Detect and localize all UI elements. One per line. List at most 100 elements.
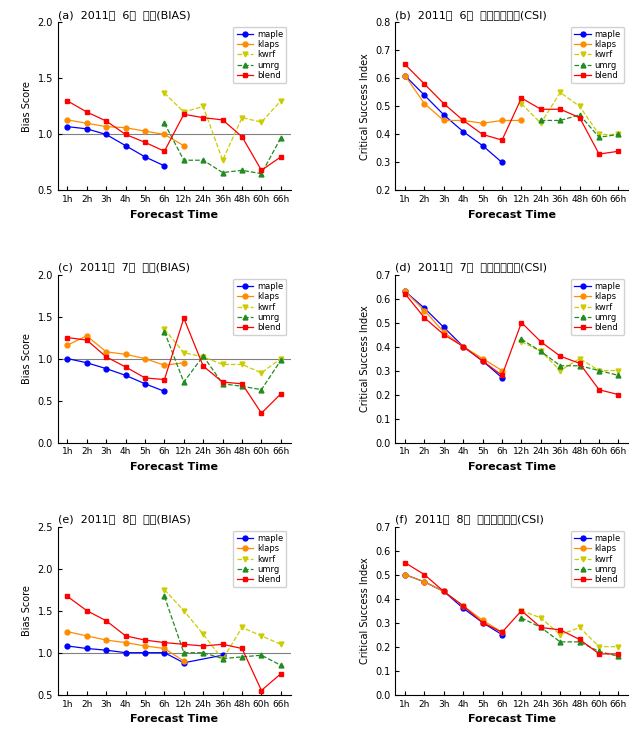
blend bbox=[537, 338, 545, 347]
Line: umrg: umrg bbox=[162, 594, 283, 668]
blend bbox=[615, 390, 622, 399]
umrg bbox=[595, 366, 603, 375]
blend bbox=[440, 99, 447, 108]
Line: kwrf: kwrf bbox=[519, 608, 621, 649]
blend bbox=[498, 136, 506, 145]
maple bbox=[122, 141, 129, 150]
X-axis label: Forecast Time: Forecast Time bbox=[468, 714, 556, 724]
blend bbox=[615, 649, 622, 658]
umrg bbox=[277, 661, 285, 670]
kwrf bbox=[595, 366, 603, 375]
klaps bbox=[180, 141, 188, 150]
klaps bbox=[401, 287, 409, 296]
blend bbox=[277, 152, 285, 161]
maple bbox=[460, 342, 467, 351]
kwrf bbox=[518, 338, 526, 347]
blend bbox=[63, 592, 71, 601]
X-axis label: Forecast Time: Forecast Time bbox=[130, 210, 218, 220]
blend bbox=[219, 639, 226, 648]
blend bbox=[556, 352, 564, 361]
klaps bbox=[103, 347, 110, 356]
blend bbox=[595, 149, 603, 158]
Y-axis label: Critical Success Index: Critical Success Index bbox=[360, 306, 369, 412]
blend bbox=[83, 108, 90, 117]
umrg bbox=[258, 170, 265, 179]
kwrf bbox=[556, 630, 564, 639]
Y-axis label: Bias Score: Bias Score bbox=[22, 585, 32, 636]
kwrf bbox=[518, 607, 526, 616]
umrg bbox=[615, 130, 622, 139]
Line: blend: blend bbox=[65, 99, 283, 173]
blend bbox=[401, 289, 409, 298]
blend bbox=[518, 607, 526, 616]
blend bbox=[103, 616, 110, 625]
maple bbox=[160, 161, 168, 170]
blend bbox=[238, 132, 246, 141]
umrg bbox=[576, 362, 583, 371]
klaps bbox=[401, 570, 409, 579]
umrg bbox=[595, 647, 603, 656]
klaps bbox=[420, 99, 428, 108]
blend bbox=[518, 93, 526, 102]
blend bbox=[401, 60, 409, 69]
klaps bbox=[401, 71, 409, 80]
klaps bbox=[83, 631, 90, 640]
Line: blend: blend bbox=[403, 291, 621, 397]
umrg bbox=[160, 327, 168, 336]
blend bbox=[103, 353, 110, 362]
Text: (c)  2011년  7월  편이(BIAS): (c) 2011년 7월 편이(BIAS) bbox=[58, 262, 190, 273]
blend bbox=[141, 636, 149, 645]
klaps bbox=[141, 642, 149, 651]
kwrf bbox=[180, 607, 188, 616]
Line: maple: maple bbox=[403, 289, 504, 380]
klaps bbox=[160, 130, 168, 139]
klaps bbox=[498, 627, 506, 636]
umrg bbox=[180, 378, 188, 387]
klaps bbox=[479, 354, 487, 363]
umrg bbox=[537, 623, 545, 632]
umrg bbox=[219, 379, 226, 388]
Legend: maple, klaps, kwrf, umrg, blend: maple, klaps, kwrf, umrg, blend bbox=[571, 27, 624, 83]
Line: maple: maple bbox=[403, 572, 504, 637]
Line: kwrf: kwrf bbox=[162, 587, 283, 662]
klaps bbox=[63, 627, 71, 636]
klaps bbox=[440, 587, 447, 596]
blend bbox=[556, 105, 564, 114]
kwrf bbox=[615, 130, 622, 139]
kwrf bbox=[576, 102, 583, 111]
kwrf bbox=[258, 368, 265, 377]
Line: blend: blend bbox=[65, 594, 283, 693]
kwrf bbox=[277, 96, 285, 105]
Line: klaps: klaps bbox=[403, 289, 504, 373]
maple bbox=[103, 365, 110, 374]
X-axis label: Forecast Time: Forecast Time bbox=[468, 210, 556, 220]
maple bbox=[401, 570, 409, 579]
blend bbox=[460, 116, 467, 125]
klaps bbox=[103, 636, 110, 645]
kwrf bbox=[576, 354, 583, 363]
Text: (a)  2011년  6월  편이(BIAS): (a) 2011년 6월 편이(BIAS) bbox=[58, 10, 190, 20]
umrg bbox=[277, 356, 285, 365]
Line: maple: maple bbox=[65, 124, 167, 168]
Legend: maple, klaps, kwrf, umrg, blend: maple, klaps, kwrf, umrg, blend bbox=[233, 27, 287, 83]
Line: kwrf: kwrf bbox=[519, 339, 621, 373]
maple bbox=[63, 122, 71, 131]
blend bbox=[595, 649, 603, 658]
maple bbox=[479, 141, 487, 150]
blend bbox=[122, 130, 129, 139]
Legend: maple, klaps, kwrf, umrg, blend: maple, klaps, kwrf, umrg, blend bbox=[571, 531, 624, 587]
umrg bbox=[576, 111, 583, 120]
umrg bbox=[556, 362, 564, 371]
kwrf bbox=[518, 99, 526, 108]
maple bbox=[141, 379, 149, 388]
maple bbox=[141, 648, 149, 657]
maple bbox=[63, 642, 71, 651]
X-axis label: Forecast Time: Forecast Time bbox=[130, 714, 218, 724]
blend bbox=[576, 114, 583, 123]
kwrf bbox=[615, 366, 622, 375]
kwrf bbox=[537, 119, 545, 128]
Y-axis label: Critical Success Index: Critical Success Index bbox=[360, 53, 369, 160]
Legend: maple, klaps, kwrf, umrg, blend: maple, klaps, kwrf, umrg, blend bbox=[233, 279, 287, 335]
umrg bbox=[556, 637, 564, 646]
kwrf bbox=[537, 613, 545, 622]
